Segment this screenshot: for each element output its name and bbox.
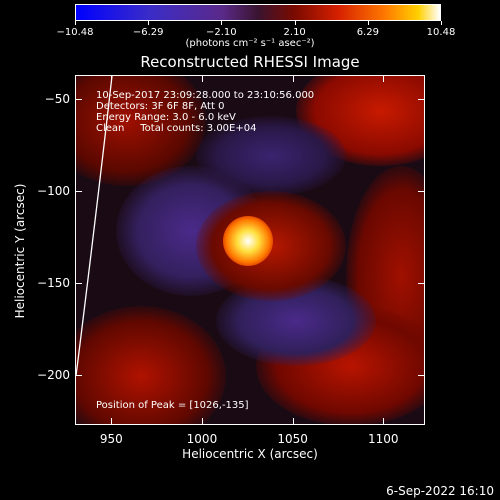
info-clean-counts: Clean Total counts: 3.00E+04 (96, 123, 257, 134)
colorbar-tick-mark (221, 21, 223, 25)
info-energy-range: Energy Range: 3.0 - 6.0 keV (96, 112, 236, 123)
peak-source (223, 216, 273, 266)
colorbar-tick-label: 2.10 (283, 27, 306, 38)
observation-info: 10-Sep-2017 23:09:28.000 to 23:10:56.000… (96, 90, 314, 134)
colorbar-tick-label: 10.48 (426, 27, 456, 38)
x-tick-label: 1100 (368, 432, 399, 446)
emission-blob (76, 306, 226, 424)
timestamp: 6-Sep-2022 16:10 (386, 484, 494, 498)
x-axis-label: Heliocentric X (arcsec) (182, 447, 318, 461)
solar-limb-line (76, 76, 113, 377)
x-tick-mark (292, 418, 294, 424)
y-tick-mark (76, 375, 82, 377)
y-axis-label: Heliocentric Y (arcsec) (13, 183, 27, 319)
info-time-range: 10-Sep-2017 23:09:28.000 to 23:10:56.000 (96, 90, 315, 101)
x-tick-mark (383, 76, 385, 82)
colorbar-tick-mark (441, 21, 442, 25)
x-tick-mark (383, 418, 385, 424)
x-tick-mark (111, 418, 113, 424)
peak-position-label: Position of Peak = [1026,-135] (96, 400, 249, 411)
y-tick-mark (418, 191, 424, 193)
colorbar-tick-label: −10.48 (56, 27, 94, 38)
y-tick-mark (418, 375, 424, 377)
y-tick-label: −150 (37, 276, 70, 291)
y-tick-mark (76, 283, 82, 285)
y-tick-mark (418, 283, 424, 285)
colorbar-tick-label: −2.10 (206, 27, 237, 38)
x-tick-mark (292, 76, 294, 82)
colorbar-tick-label: 6.29 (356, 27, 379, 38)
y-tick-label: −200 (37, 368, 70, 383)
y-tick-mark (76, 191, 82, 193)
y-tick-label: −100 (37, 184, 70, 199)
colorbar-tick-mark (367, 21, 369, 25)
y-tick-mark (76, 98, 82, 100)
negative-blob (196, 116, 346, 196)
chart-title: Reconstructed RHESSI Image (140, 53, 360, 71)
colorbar (75, 4, 441, 21)
x-tick-label: 1050 (277, 432, 308, 446)
y-tick-mark (418, 98, 424, 100)
y-tick-label: −50 (44, 91, 70, 106)
colorbar-tick-mark (148, 21, 150, 25)
x-tick-label: 1000 (186, 432, 218, 446)
heatmap-background (76, 76, 424, 424)
colorbar-unit: (photons cm⁻² s⁻¹ asec⁻²) (185, 38, 315, 49)
image-plot: 10-Sep-2017 23:09:28.000 to 23:10:56.000… (75, 75, 425, 425)
x-tick-mark (111, 76, 113, 82)
colorbar-tick-mark (294, 21, 296, 25)
x-tick-mark (201, 76, 203, 82)
colorbar-tick-label: −6.29 (132, 27, 164, 38)
colorbar-tick-mark (75, 21, 76, 25)
x-tick-label: 950 (99, 432, 123, 446)
info-detectors: Detectors: 3F 6F 8F, Att 0 (96, 101, 225, 112)
x-tick-mark (201, 418, 203, 424)
